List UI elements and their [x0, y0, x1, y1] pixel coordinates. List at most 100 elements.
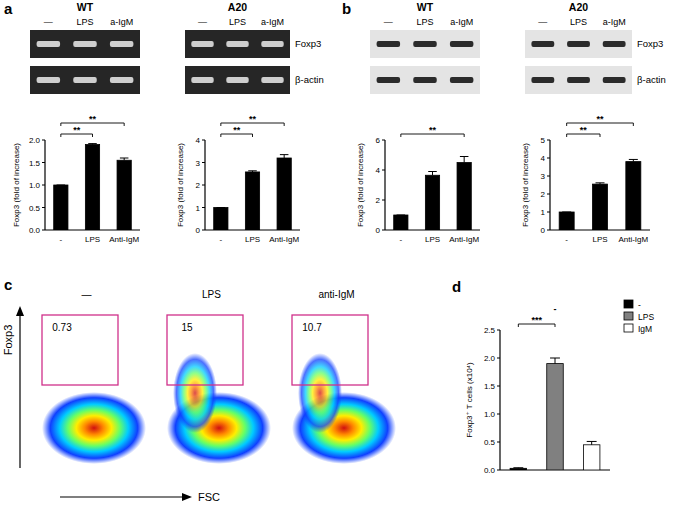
lane-label: LPS — [229, 17, 246, 27]
plot-title: — — [82, 289, 92, 300]
tick-label: 1 — [541, 208, 546, 217]
tick-label: 0.5 — [484, 438, 496, 447]
annotation: ** — [596, 114, 604, 124]
band — [261, 41, 283, 47]
marks — [54, 144, 132, 230]
marks — [559, 159, 641, 230]
annotation: - — [554, 304, 557, 314]
arrow-head — [182, 493, 192, 501]
tick-label: 4 — [376, 166, 381, 175]
lane-label: a-IgM — [450, 17, 473, 27]
tick — [202, 207, 205, 208]
blot-row — [525, 66, 632, 94]
y-axis — [384, 140, 385, 230]
bar — [245, 172, 259, 230]
error-line — [591, 441, 592, 444]
blot-row — [185, 30, 290, 58]
error-bar — [596, 183, 605, 184]
error-bar — [587, 441, 597, 444]
tick — [202, 185, 205, 186]
axis-label: Foxp3 (fold of increase) — [356, 143, 365, 227]
bar-chart: 012345Foxp3 (fold of increase)-LPSAnti-I… — [521, 114, 650, 244]
plot-area — [153, 303, 270, 468]
data-label: 15 — [181, 322, 193, 333]
axis-arrow — [19, 312, 20, 468]
plot-title: anti-IgM — [318, 289, 354, 300]
lane-label: LPS — [76, 17, 93, 27]
panel-label: d — [452, 278, 461, 295]
blot: A20—LPSa-IgMFoxp3β-actin — [185, 1, 324, 94]
panel-label: c — [4, 276, 12, 293]
tick-label: 1 — [196, 204, 201, 213]
tick-label: 0 — [376, 226, 381, 235]
flow-plot: LPS15 — [153, 289, 271, 468]
legend: -LPSIgM — [624, 300, 654, 334]
error-line — [284, 155, 285, 158]
tick-label: 2 — [196, 181, 201, 190]
bar — [510, 468, 527, 470]
annotation: ** — [89, 114, 97, 124]
tick-label: 2.0 — [484, 354, 496, 363]
axis-label: FSC — [198, 491, 220, 503]
error-cap — [460, 156, 469, 157]
band-label: β-actin — [637, 74, 666, 85]
error-cap — [88, 143, 97, 144]
legend-label: IgM — [638, 324, 652, 334]
error-cap — [562, 212, 571, 213]
bar-chart: 01234Foxp3 (fold of increase)-LPSAnti-Ig… — [176, 114, 300, 244]
arrow-head — [16, 306, 24, 316]
error-cap — [587, 441, 597, 442]
axis-arrow — [60, 496, 186, 497]
lane-label: a-IgM — [261, 17, 284, 27]
error-cap — [57, 185, 66, 186]
bar — [583, 445, 600, 470]
group-label: A20 — [228, 1, 247, 13]
tick — [42, 230, 45, 231]
error-bar — [629, 159, 638, 161]
background — [0, 0, 697, 524]
band — [73, 77, 96, 83]
legend-label: - — [638, 300, 641, 310]
axis-label: Foxp3 (fold of increase) — [176, 143, 185, 227]
tick — [497, 470, 500, 471]
axis-label: Foxp3 (fold of increase) — [521, 143, 530, 227]
tick-label: 0.0 — [484, 466, 496, 475]
plot-area — [278, 303, 395, 468]
flow-plots: —0.73LPS15anti-IgM10.7Foxp3FSC — [2, 289, 396, 503]
error-bar — [513, 467, 523, 469]
y-axis — [499, 330, 500, 470]
error-bar — [88, 143, 97, 145]
tick-label: 2.5 — [484, 326, 496, 335]
group-label: WT — [417, 1, 434, 13]
error-bar — [562, 212, 571, 213]
error-cap — [513, 467, 523, 468]
bar — [214, 208, 228, 231]
flow-plot: —0.73 — [28, 289, 146, 468]
tick-label: 4 — [541, 154, 546, 163]
tick — [202, 162, 205, 163]
error-bar — [217, 207, 226, 208]
band — [191, 77, 213, 83]
error-cap — [629, 159, 638, 160]
band-label: Foxp3 — [295, 38, 321, 49]
lane-label: LPS — [416, 17, 433, 27]
category-label: LPS — [85, 235, 100, 244]
lane-label: a-IgM — [110, 17, 133, 27]
category-label: - — [59, 235, 62, 244]
marks — [214, 155, 292, 230]
tick-label: 2.0 — [29, 136, 41, 145]
legend-swatch — [624, 312, 633, 320]
band — [377, 41, 400, 47]
legend-swatch — [624, 324, 633, 332]
tick-label: 2 — [541, 190, 546, 199]
tick-label: 3 — [541, 172, 546, 181]
tick — [202, 140, 205, 141]
figure: abcdWT—LPSa-IgMA20—LPSa-IgMFoxp3β-actinW… — [0, 0, 697, 524]
lane-label: LPS — [570, 17, 587, 27]
tick — [547, 176, 550, 177]
flow-plot: anti-IgM10.7 — [278, 289, 396, 468]
category-label: Anti-IgM — [109, 235, 139, 244]
error-cap — [120, 158, 129, 159]
band — [531, 41, 554, 47]
density — [42, 392, 146, 464]
